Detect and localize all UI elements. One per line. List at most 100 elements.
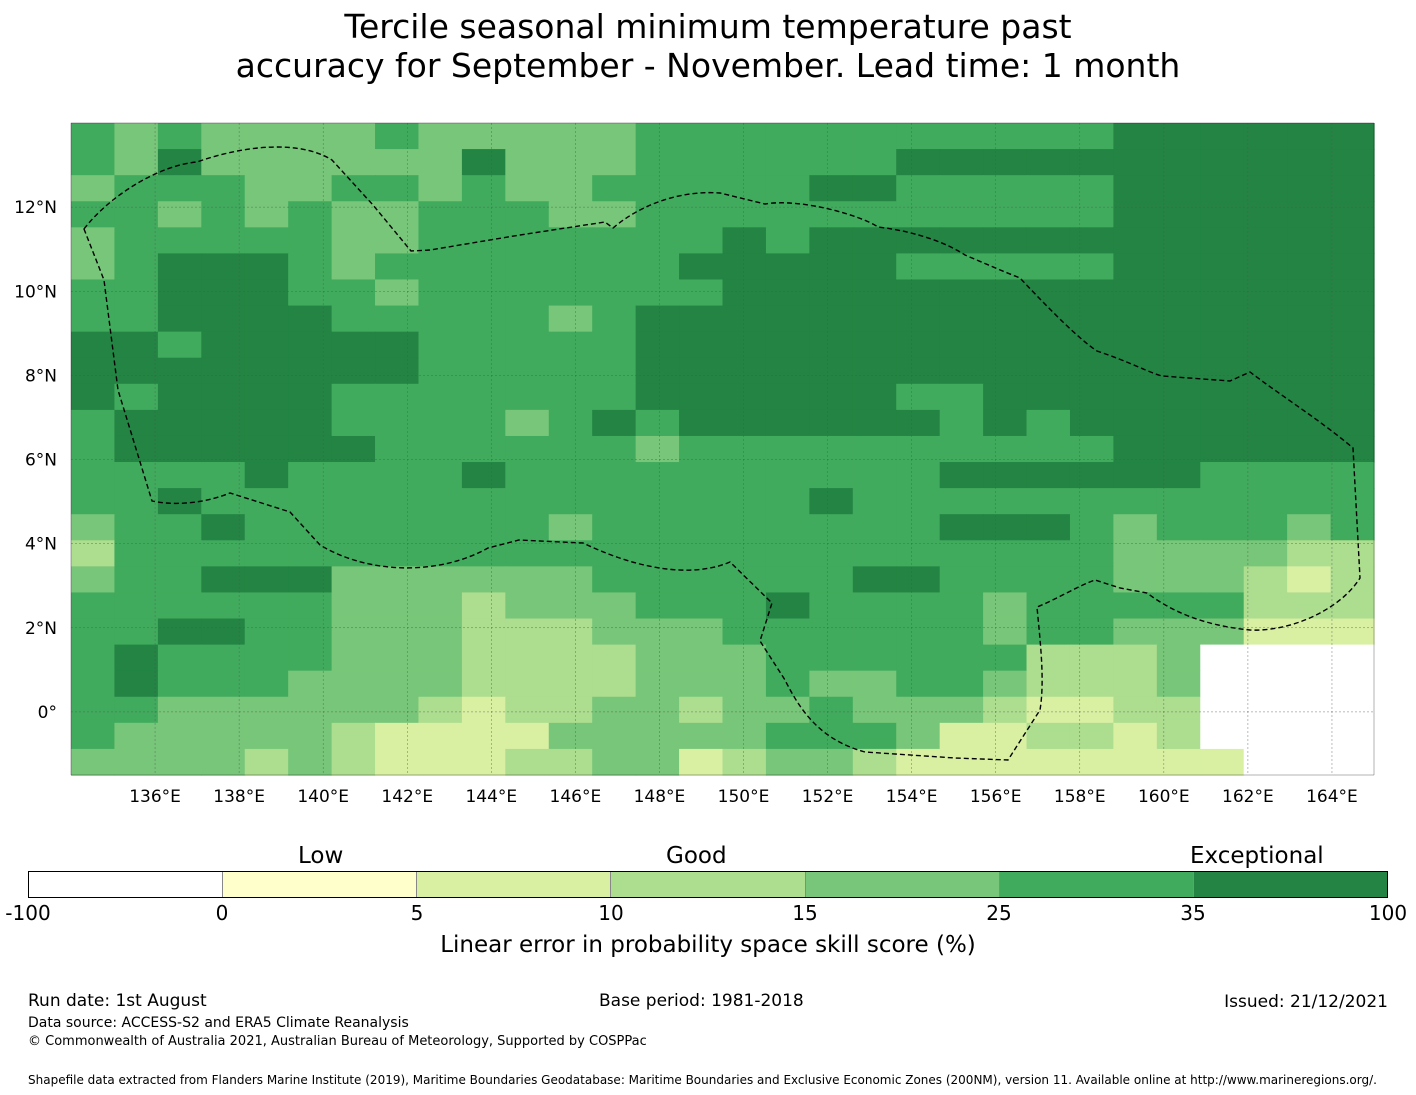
skill-cell (548, 253, 593, 281)
skill-cell (505, 566, 550, 594)
skill-cell (1113, 149, 1158, 176)
skill-cell (939, 488, 984, 515)
exceptional-label: Exceptional (1190, 843, 1324, 869)
skill-cell (331, 592, 376, 620)
skill-cell (1243, 253, 1288, 281)
skill-cell (157, 201, 202, 228)
skill-cell (1330, 566, 1375, 594)
skill-cell (679, 123, 724, 150)
skill-cell (722, 618, 767, 646)
skill-cell (418, 175, 463, 202)
skill-cell (896, 357, 941, 385)
skill-cell (635, 123, 680, 150)
skill-cell (1287, 435, 1332, 463)
skill-cell (1243, 357, 1288, 385)
skill-cell (592, 670, 637, 698)
skill-cell (331, 331, 376, 359)
skill-cell (1200, 696, 1245, 724)
skill-cell (1113, 227, 1158, 254)
skill-cell (1156, 488, 1201, 515)
skill-cell (722, 696, 767, 724)
skill-cell (1113, 696, 1158, 724)
skill-cell (375, 383, 420, 411)
skill-cell (418, 696, 463, 724)
skill-cell (1200, 592, 1245, 620)
skill-cell (1113, 435, 1158, 463)
skill-cell (114, 305, 159, 333)
skill-cell (592, 540, 637, 567)
skill-cell (1069, 435, 1114, 463)
skill-cell (548, 566, 593, 594)
skill-cell (114, 331, 159, 359)
skill-cell (765, 670, 810, 698)
skill-cell (679, 592, 724, 620)
skill-cell (461, 592, 506, 620)
skill-cell (1113, 748, 1158, 776)
skill-cell (201, 253, 246, 281)
skill-cell (722, 201, 767, 228)
skill-cell (461, 644, 506, 672)
skill-cell (418, 357, 463, 385)
skill-cell (71, 566, 116, 594)
skill-cell (375, 435, 420, 463)
skill-cell (983, 201, 1028, 228)
skill-cell (331, 227, 376, 254)
skill-cell (375, 514, 420, 541)
skill-cell (635, 253, 680, 281)
skill-cell (1156, 618, 1201, 646)
skill-cell (1200, 201, 1245, 228)
skill-cell (592, 592, 637, 620)
skill-cell (635, 670, 680, 698)
skill-cell (1113, 592, 1158, 620)
skill-cell (939, 331, 984, 359)
skill-cell (1287, 201, 1332, 228)
colorbar-label: Linear error in probability space skill … (440, 932, 976, 958)
skill-cell (1113, 462, 1158, 489)
skill-cell (157, 540, 202, 567)
skill-cell (505, 149, 550, 176)
longitude-label: 156°E (970, 787, 1022, 807)
skill-cell (1026, 201, 1071, 228)
skill-cell (1156, 357, 1201, 385)
skill-cell (1287, 279, 1332, 307)
skill-cell (765, 383, 810, 411)
skill-cell (1156, 201, 1201, 228)
skill-cell (461, 331, 506, 359)
skill-cell (548, 462, 593, 489)
skill-cell (1330, 592, 1375, 620)
skill-cell (592, 748, 637, 776)
skill-cell (679, 253, 724, 281)
skill-cell (71, 305, 116, 333)
skill-cell (375, 618, 420, 646)
skill-cell (1069, 227, 1114, 254)
skill-cell (679, 357, 724, 385)
skill-cell (635, 279, 680, 307)
skill-cell (635, 149, 680, 176)
skill-cell (548, 331, 593, 359)
skill-cell (635, 514, 680, 541)
skill-cell (679, 488, 724, 515)
skill-cell (71, 175, 116, 202)
skill-cell (201, 566, 246, 594)
skill-cell (244, 514, 289, 541)
skill-cell (1330, 357, 1375, 385)
skill-cell (201, 357, 246, 385)
colorbar-segment (804, 872, 999, 897)
skill-cell (71, 670, 116, 698)
skill-cell (114, 618, 159, 646)
skill-cell (1156, 644, 1201, 672)
skill-cell (635, 462, 680, 489)
skill-cell (157, 435, 202, 463)
skill-cell (983, 357, 1028, 385)
skill-cell (288, 357, 333, 385)
skill-cell (418, 279, 463, 307)
skill-cell (114, 253, 159, 281)
skill-cell (679, 722, 724, 750)
skill-cell (1243, 592, 1288, 620)
skill-cell (765, 357, 810, 385)
skill-cell (679, 175, 724, 202)
skill-cell (722, 644, 767, 672)
skill-cell (114, 696, 159, 724)
skill-cell (1069, 253, 1114, 281)
skill-cell (375, 357, 420, 385)
